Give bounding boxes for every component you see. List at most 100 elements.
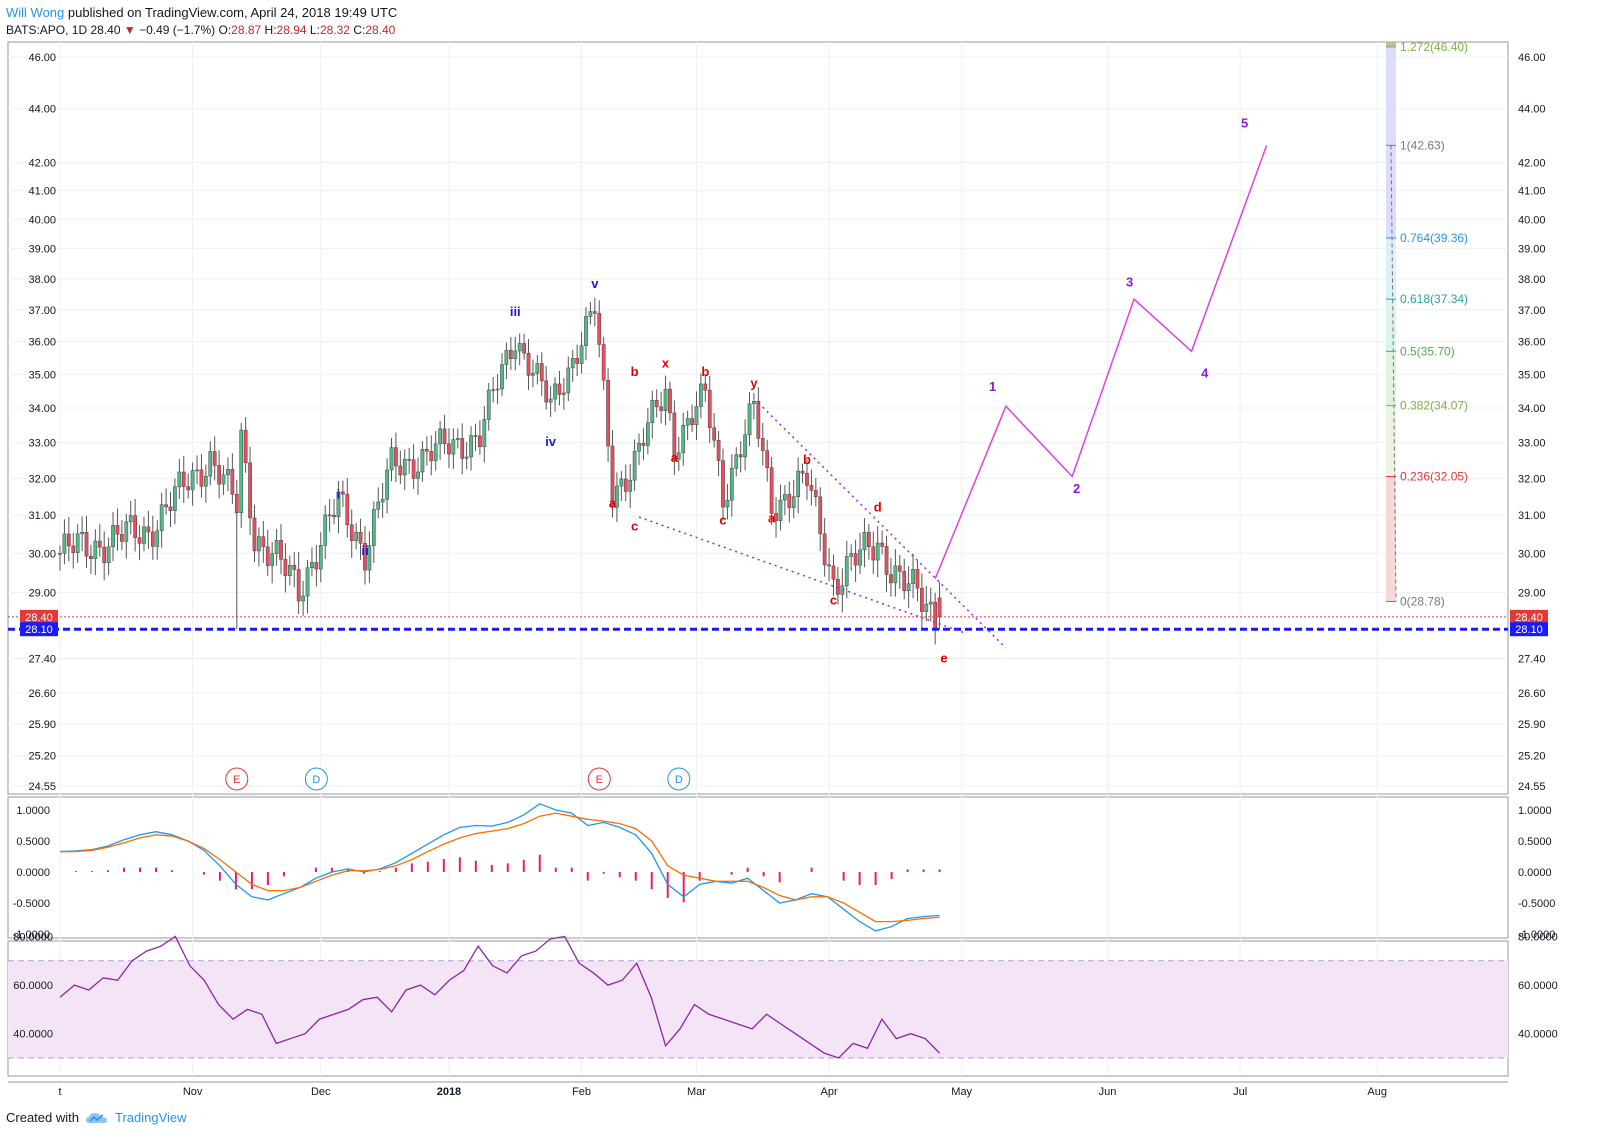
candle-body xyxy=(597,312,602,345)
candle-body xyxy=(150,531,155,547)
wave-label: y xyxy=(750,376,758,391)
candle-body xyxy=(429,450,434,462)
candle-body xyxy=(142,526,146,544)
symbol-quote-line: BATS:APO, 1D 28.40 ▼ −0.49 (−1.7%) O:28.… xyxy=(6,22,395,38)
fib-trend-line xyxy=(1390,145,1397,602)
candle-body xyxy=(128,515,133,523)
candle-body xyxy=(221,474,226,485)
fib-level-label: 0.382(34.07) xyxy=(1400,399,1468,413)
candle-body xyxy=(615,485,619,508)
candle-body xyxy=(752,401,756,405)
wave-label: b xyxy=(701,364,709,379)
wave-label: e xyxy=(940,651,947,666)
wave-label: b xyxy=(631,364,639,379)
candle-body xyxy=(385,469,389,500)
candle-body xyxy=(296,569,301,602)
candle-body xyxy=(800,470,805,474)
high-label: H: xyxy=(264,23,277,37)
y-tick-label-left: 38.00 xyxy=(28,274,56,286)
fib-zone xyxy=(1386,145,1396,239)
candle-body xyxy=(186,486,191,491)
price-axis-badge-label: 28.40 xyxy=(1515,612,1543,624)
event-marker-label: E xyxy=(596,774,603,786)
candle-body xyxy=(447,443,451,455)
candle-body xyxy=(486,389,491,420)
y-tick-label-right: 25.20 xyxy=(1518,751,1546,763)
candle-body xyxy=(199,469,204,487)
candle-body xyxy=(681,424,686,454)
y-tick-label-left: 35.00 xyxy=(28,369,56,381)
candle-body xyxy=(778,499,783,521)
y-tick-label-left: 29.00 xyxy=(28,588,56,600)
candle-body xyxy=(522,343,526,354)
candle-body xyxy=(58,553,62,555)
candle-body xyxy=(601,344,606,381)
candle-body xyxy=(721,460,725,508)
macd-tick-right: 1.0000 xyxy=(1518,805,1552,817)
candle-body xyxy=(747,403,752,436)
candle-body xyxy=(137,537,142,544)
tradingview-link[interactable]: TradingView xyxy=(114,1110,187,1125)
candle-body xyxy=(168,506,173,511)
symbol-label[interactable]: BATS:APO, 1D xyxy=(6,23,88,37)
y-tick-label-right: 41.00 xyxy=(1518,186,1546,198)
x-tick-label: Feb xyxy=(572,1086,591,1098)
candle-body xyxy=(897,565,902,572)
signal-line xyxy=(60,812,940,923)
candle-body xyxy=(809,485,814,491)
candle-body xyxy=(270,553,275,566)
candle-body xyxy=(672,412,677,460)
candle-body xyxy=(867,531,871,548)
candle-body xyxy=(928,601,933,605)
candle-body xyxy=(349,524,354,542)
wave-label: 5 xyxy=(1241,115,1248,130)
wedge-trendline xyxy=(638,516,967,635)
candle-body xyxy=(336,491,341,518)
candle-body xyxy=(482,419,487,447)
candle-body xyxy=(102,546,107,564)
candle-body xyxy=(226,469,230,476)
x-tick-label: Aug xyxy=(1367,1086,1387,1098)
y-tick-label-left: 34.00 xyxy=(28,403,56,415)
candle-body xyxy=(699,383,703,407)
fib-zone xyxy=(1386,299,1396,352)
rsi-tick-left: 80.0000 xyxy=(13,932,53,944)
candle-body xyxy=(248,462,252,519)
price-change: −0.49 (−1.7%) xyxy=(139,23,216,37)
chart-header: Will Wong published on TradingView.com, … xyxy=(6,4,397,21)
candle-body xyxy=(323,514,328,546)
candle-body xyxy=(402,459,407,476)
event-marker-label: E xyxy=(233,774,240,786)
candle-body xyxy=(358,531,363,544)
candle-body xyxy=(252,517,257,552)
candle-body xyxy=(420,448,425,473)
candle-body xyxy=(619,478,624,487)
candle-body xyxy=(787,494,792,508)
y-tick-label-left: 30.00 xyxy=(28,548,56,560)
price-axis-badge xyxy=(20,622,58,637)
candle-body xyxy=(314,562,319,570)
x-tick-label: Dec xyxy=(311,1086,331,1098)
candle-body xyxy=(371,509,376,546)
candle-body xyxy=(155,530,160,547)
candle-body xyxy=(836,579,840,595)
candle-body xyxy=(924,603,929,612)
y-tick-label-right: 38.00 xyxy=(1518,274,1546,286)
fib-zone xyxy=(1386,351,1396,406)
candle-body xyxy=(889,574,893,584)
candle-body xyxy=(460,438,465,459)
candle-body xyxy=(915,569,920,589)
fib-zone xyxy=(1386,476,1396,602)
y-tick-label-right: 42.00 xyxy=(1518,158,1546,170)
macd-line xyxy=(59,803,940,932)
candle-body xyxy=(261,536,266,548)
candle-body xyxy=(478,435,482,447)
y-tick-label-left: 25.20 xyxy=(28,751,56,763)
candle-body xyxy=(566,367,571,394)
low-label: L: xyxy=(309,23,320,37)
candle-body xyxy=(234,494,239,514)
author-link[interactable]: Will Wong xyxy=(6,5,65,20)
candle-body xyxy=(500,364,504,390)
y-tick-label-right: 36.00 xyxy=(1518,337,1546,349)
